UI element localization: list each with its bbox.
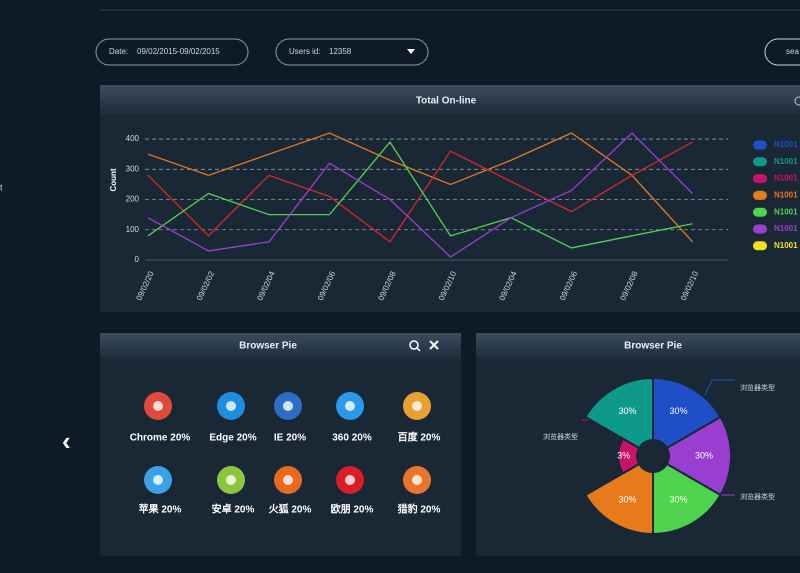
date-label: Date: <box>109 47 128 56</box>
dropdown-arrow <box>407 49 415 54</box>
user-filter[interactable] <box>275 38 429 66</box>
series-line <box>147 132 693 243</box>
user-value: 12358 <box>329 47 352 56</box>
search-button[interactable] <box>764 38 800 66</box>
y-axis-label: Count <box>109 168 118 191</box>
panel-header <box>100 333 461 359</box>
callout: 浏览器类型 <box>543 432 578 441</box>
panel-header <box>100 85 800 115</box>
legend-swatch <box>753 224 767 234</box>
panel-title: Total On-line <box>416 96 477 107</box>
rose-slice <box>665 415 732 497</box>
callout: 浏览器类型 <box>740 383 775 392</box>
prev-arrow[interactable]: ‹ <box>62 426 71 456</box>
legend-label: N1001 <box>774 224 798 233</box>
browser-icon-center <box>345 401 355 411</box>
callout: 浏览器类型 <box>740 492 775 501</box>
rose-slice <box>652 462 722 536</box>
legend-swatch <box>753 207 767 217</box>
legend-label: N1001 <box>774 157 798 166</box>
y-tick-label: 200 <box>126 195 140 204</box>
y-tick-label: 300 <box>126 164 140 173</box>
browser-icon-center <box>283 401 293 411</box>
close-icon[interactable] <box>429 340 439 350</box>
rose-slice <box>652 376 722 450</box>
callout-line <box>704 379 735 396</box>
legend-label: N1001 <box>774 191 798 200</box>
browser-icon-center <box>226 475 236 485</box>
legend-label: N1001 <box>774 241 798 250</box>
browser-icon-center <box>412 475 422 485</box>
settings-icon[interactable] <box>794 96 800 106</box>
slice-label: 30% <box>669 406 687 416</box>
zoom-handle <box>416 347 421 352</box>
slice-label: 30% <box>669 495 687 505</box>
sidebar-letter: t <box>0 182 3 192</box>
browser-label: 欧朋 20% <box>331 503 374 516</box>
slice-label: 3% <box>617 450 630 460</box>
panel-header <box>476 333 800 359</box>
browser-panel <box>100 333 461 556</box>
date-filter[interactable] <box>95 38 249 66</box>
legend-swatch <box>753 157 767 167</box>
slice-label: 30% <box>618 495 636 505</box>
browser-icon-center <box>153 401 163 411</box>
zoom-icon[interactable] <box>409 340 419 350</box>
legend-swatch <box>753 190 767 200</box>
browser-label: Edge 20% <box>209 433 256 444</box>
search-text: sea <box>786 47 799 56</box>
y-tick-label: 0 <box>135 255 140 264</box>
y-tick-label: 100 <box>126 225 140 234</box>
browser-label: 苹果 20% <box>139 503 182 516</box>
legend-swatch <box>753 174 767 184</box>
series-line <box>147 140 693 249</box>
panel-title: Browser Pie <box>239 341 297 352</box>
y-tick-label: 400 <box>126 134 140 143</box>
browser-icon-center <box>412 401 422 411</box>
browser-icon-center <box>153 475 163 485</box>
slice-label: 30% <box>618 406 636 416</box>
legend-label: N1001 <box>774 207 798 216</box>
browser-icon-center <box>226 401 236 411</box>
series-line <box>147 141 693 243</box>
legend-swatch <box>753 241 767 251</box>
legend-label: N1001 <box>774 140 798 149</box>
browser-icon-center <box>283 475 293 485</box>
rose-slice <box>584 462 654 536</box>
browser-label: 360 20% <box>332 433 372 444</box>
browser-label: 安卓 20% <box>212 503 255 516</box>
legend-label: N1001 <box>774 174 798 183</box>
legend-swatch <box>753 140 767 150</box>
browser-icon-center <box>345 475 355 485</box>
panel-title: Browser Pie <box>624 341 682 352</box>
line-panel <box>100 85 800 312</box>
browser-label: IE 20% <box>274 433 306 444</box>
date-value: 09/02/2015-09/02/2015 <box>137 47 220 56</box>
browser-label: 百度 20% <box>398 431 441 444</box>
browser-label: 猎豹 20% <box>398 503 441 516</box>
series-line <box>147 132 693 258</box>
slice-label: 30% <box>695 450 713 460</box>
rose-slice <box>584 376 654 450</box>
user-label: Users id: <box>289 47 321 56</box>
browser-label: 火狐 20% <box>269 503 312 516</box>
browser-label: Chrome 20% <box>130 433 191 444</box>
